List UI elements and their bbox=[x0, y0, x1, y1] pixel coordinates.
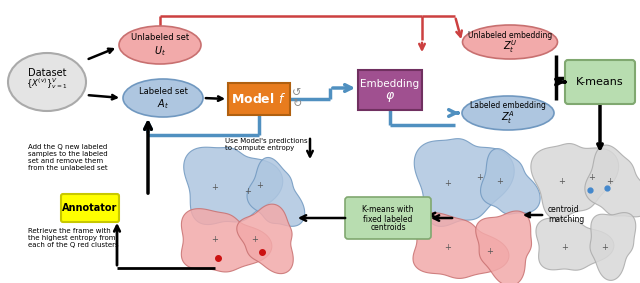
Text: Unlabeled set: Unlabeled set bbox=[131, 33, 189, 42]
Polygon shape bbox=[237, 204, 293, 274]
Text: +: + bbox=[445, 179, 451, 188]
Text: Dataset: Dataset bbox=[28, 68, 67, 78]
Text: Annotator: Annotator bbox=[62, 203, 118, 213]
Text: +: + bbox=[497, 177, 504, 186]
Text: $\varphi$: $\varphi$ bbox=[385, 90, 395, 104]
Text: Add the Q new labeled
samples to the labeled
set and remove them
from the unlabe: Add the Q new labeled samples to the lab… bbox=[28, 144, 108, 171]
Text: +: + bbox=[212, 235, 218, 245]
Ellipse shape bbox=[123, 79, 203, 117]
Polygon shape bbox=[531, 143, 619, 219]
Text: +: + bbox=[445, 243, 451, 252]
Text: $\{X^{(v)}\}_{v=1}^V$: $\{X^{(v)}\}_{v=1}^V$ bbox=[26, 76, 68, 91]
FancyBboxPatch shape bbox=[358, 70, 422, 110]
Polygon shape bbox=[414, 139, 514, 226]
Text: ↺: ↺ bbox=[292, 88, 301, 98]
Text: $Z_t^A$: $Z_t^A$ bbox=[501, 110, 515, 127]
Text: Labeled set: Labeled set bbox=[139, 87, 188, 95]
Text: Model $f$: Model $f$ bbox=[232, 92, 287, 106]
FancyBboxPatch shape bbox=[61, 194, 119, 222]
Text: $U_t$: $U_t$ bbox=[154, 44, 166, 58]
Text: +: + bbox=[244, 188, 252, 196]
Text: $Z_t^U$: $Z_t^U$ bbox=[503, 38, 517, 55]
Text: +: + bbox=[559, 177, 565, 186]
Text: K-means with: K-means with bbox=[362, 205, 413, 215]
Text: Unlabeled embedding: Unlabeled embedding bbox=[468, 31, 552, 40]
Text: +: + bbox=[561, 243, 568, 252]
Text: +: + bbox=[486, 248, 493, 256]
Text: centroid
matching: centroid matching bbox=[548, 205, 584, 224]
Text: +: + bbox=[602, 243, 609, 252]
Text: +: + bbox=[607, 177, 613, 186]
Text: $A_t$: $A_t$ bbox=[157, 97, 169, 111]
FancyBboxPatch shape bbox=[345, 197, 431, 239]
Polygon shape bbox=[181, 209, 272, 272]
Text: Use Model's predictions
to compute entropy: Use Model's predictions to compute entro… bbox=[225, 138, 308, 151]
Polygon shape bbox=[476, 211, 531, 283]
Text: K-means: K-means bbox=[576, 77, 624, 87]
Text: Embedding: Embedding bbox=[360, 79, 420, 89]
Text: +: + bbox=[477, 173, 483, 183]
Text: +: + bbox=[212, 183, 218, 192]
FancyBboxPatch shape bbox=[228, 83, 290, 115]
Polygon shape bbox=[536, 218, 614, 270]
Polygon shape bbox=[585, 145, 640, 217]
Polygon shape bbox=[413, 213, 509, 278]
Polygon shape bbox=[247, 157, 305, 226]
Polygon shape bbox=[184, 147, 283, 225]
Ellipse shape bbox=[463, 25, 557, 59]
Text: +: + bbox=[252, 235, 259, 245]
Ellipse shape bbox=[462, 96, 554, 130]
Text: Retrieve the frame with
the highest entropy from
each of the Q red clusters: Retrieve the frame with the highest entr… bbox=[28, 228, 118, 248]
Text: ↻: ↻ bbox=[292, 99, 301, 109]
Polygon shape bbox=[481, 149, 540, 214]
Polygon shape bbox=[590, 213, 636, 280]
Text: fixed labeled: fixed labeled bbox=[364, 215, 413, 224]
Text: Labeled embedding: Labeled embedding bbox=[470, 102, 546, 110]
Text: centroids: centroids bbox=[370, 224, 406, 233]
Ellipse shape bbox=[119, 26, 201, 64]
FancyBboxPatch shape bbox=[565, 60, 635, 104]
Ellipse shape bbox=[8, 53, 86, 111]
Text: +: + bbox=[589, 173, 595, 183]
Text: +: + bbox=[257, 181, 264, 190]
